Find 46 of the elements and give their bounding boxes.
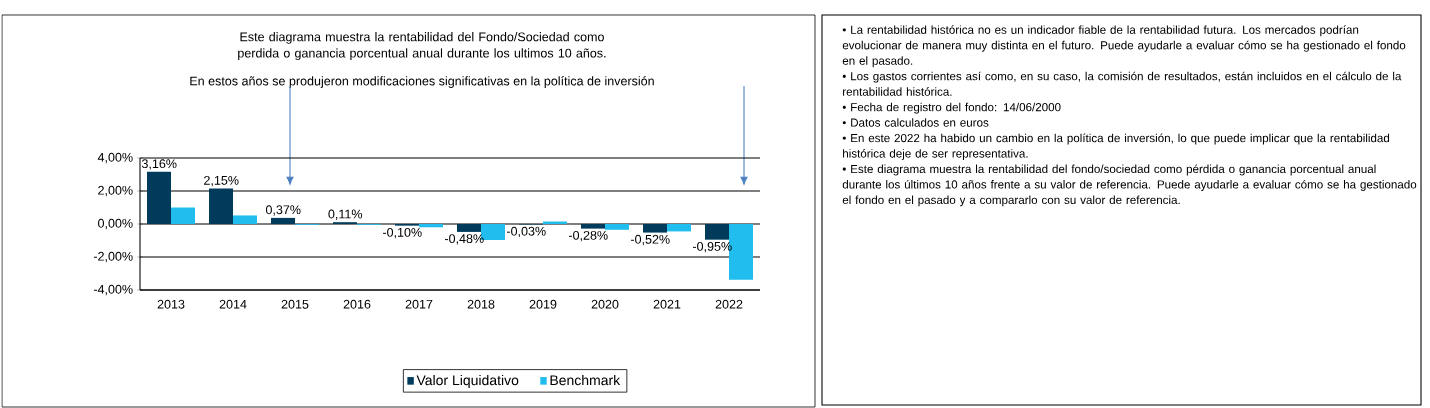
- bar: [271, 217, 296, 224]
- bar: [605, 224, 630, 230]
- text: • En este 2022 ha habido un cambio en la política de inversión, lo que puede implicar que la rentabilidad histórica deje de ser representativa.: [842, 133, 1390, 160]
- data-label: 3,16%: [141, 159, 177, 170]
- text: • Fecha de registro del fondo: 14/06/2000: [842, 102, 1061, 114]
- x-tick-label: 2015: [281, 299, 309, 309]
- text: • La rentabilidad histórica no es un indicador fiable de la rentabilidad futura. Los mercados podrían evolucionar de manera muy distinta en el futuro. Puede ayudarle a evaluar cómo se ha gestionado el fondo en el pasado.: [842, 25, 1406, 68]
- data-label: -0,10%: [382, 227, 422, 239]
- text: • Los gastos corrientes así como, en su caso, la comisión de resultados, están incluidos en el cálculo de la rentabilidad histórica.: [842, 71, 1402, 96]
- x-tick-label: 2022: [715, 299, 743, 309]
- x-tick-label: 2018: [467, 299, 495, 309]
- bar: [419, 224, 444, 228]
- x-tick-label: 2016: [343, 299, 371, 309]
- bar: [171, 207, 196, 224]
- x-tick-label: 2017: [405, 299, 433, 309]
- y-tick-label: 0,00%: [98, 218, 133, 230]
- data-label: 0,11%: [328, 209, 363, 220]
- data-label: 0,37%: [265, 205, 301, 216]
- data-label: -0,52%: [630, 234, 670, 246]
- x-tick-label: 2021: [653, 299, 681, 309]
- legend-label: Benchmark: [550, 374, 621, 386]
- y-tick-label: -4,00%: [93, 284, 133, 296]
- bar: [147, 171, 172, 224]
- bar: [667, 224, 692, 232]
- y-tick-label: 4,00%: [97, 152, 133, 164]
- chart-title: Este diagrama muestra la rentabilidad del Fondo/Sociedad como perdida o ganancia porcentual anual durante los ultimos 10 años.: [238, 32, 606, 61]
- x-tick-label: 2013: [157, 299, 185, 309]
- x-tick-label: 2019: [529, 299, 557, 309]
- chart-subtitle: En estos años se produjeron modificaciones significativas en la política de inversión: [190, 76, 654, 88]
- bar: [209, 188, 234, 224]
- y-tick-label: -2,00%: [93, 251, 133, 263]
- bar: [457, 224, 482, 232]
- x-tick-label: 2020: [591, 299, 619, 309]
- data-label: 2,15%: [204, 175, 239, 187]
- text: • Datos calculados en euros: [842, 118, 989, 127]
- text: • Este diagrama muestra la rentabilidad del fondo/sociedad como pérdida o ganancia porcentual anual durante los últimos 10 años frente a su valor de referencia. Puede ayudarle a evaluar cómo se ha gestionado el fondo en el pasado y a compararlo con su valor de referencia.: [842, 164, 1417, 207]
- data-label: -0,28%: [568, 230, 608, 242]
- bar: [233, 215, 258, 224]
- bar: [581, 224, 606, 229]
- legend-label: Valor Liquidativo: [416, 374, 519, 388]
- data-label: -0,03%: [506, 226, 546, 238]
- data-label: -0,48%: [444, 234, 484, 245]
- x-tick-label: 2014: [219, 299, 247, 309]
- y-tick-label: 2,00%: [98, 185, 133, 197]
- bar: [705, 224, 730, 240]
- bar: [643, 224, 667, 233]
